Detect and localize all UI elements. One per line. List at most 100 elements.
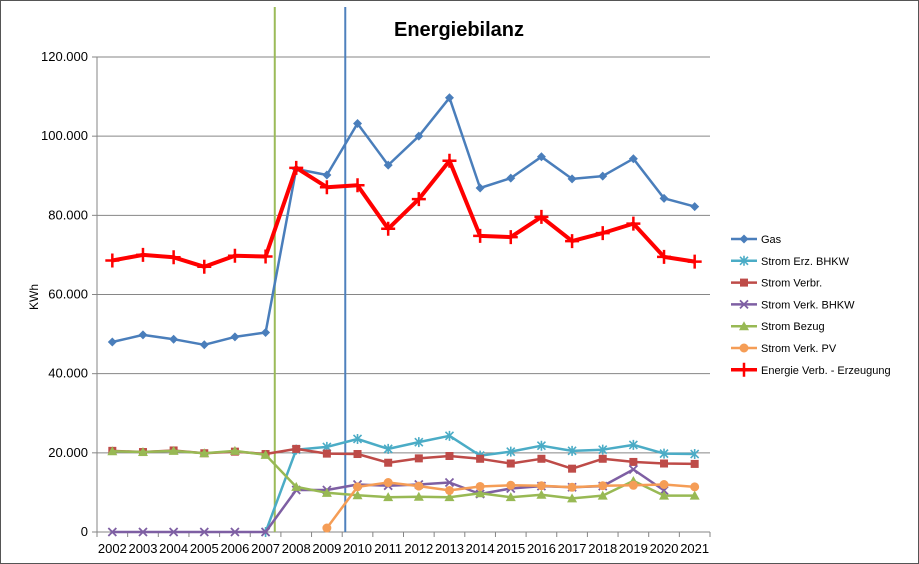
- data-point: [107, 446, 118, 456]
- data-point: [383, 492, 394, 502]
- data-point: [739, 299, 749, 310]
- data-point: [537, 454, 546, 463]
- x-tick-label: 2016: [527, 541, 556, 556]
- data-point: [598, 454, 607, 463]
- x-tick-label: 2009: [312, 541, 341, 556]
- data-point: [626, 216, 641, 231]
- x-tick-label: 2018: [588, 541, 617, 556]
- data-point: [659, 480, 669, 489]
- x-tick-label: 2013: [435, 541, 464, 556]
- series-strom-verk-pv: [322, 478, 700, 533]
- data-point: [659, 448, 669, 459]
- vertical-markers: [273, 7, 347, 532]
- data-point: [138, 527, 148, 537]
- data-point: [105, 253, 120, 268]
- data-point: [506, 480, 516, 490]
- x-tick-label: 2015: [496, 541, 525, 556]
- data-point: [353, 119, 363, 128]
- legend-item: Energie Verb. - Erzeugung: [731, 362, 891, 377]
- data-point: [107, 527, 117, 537]
- series-line: [111, 158, 696, 269]
- data-point: [289, 160, 304, 175]
- data-point: [473, 228, 488, 243]
- data-point: [565, 234, 580, 249]
- legend-item: Strom Bezug: [731, 321, 825, 333]
- data-point: [166, 250, 181, 265]
- y-tick-label: 0: [81, 524, 88, 539]
- data-point: [739, 234, 749, 244]
- data-point: [598, 481, 608, 491]
- data-point: [739, 343, 749, 353]
- series-line: [112, 449, 695, 500]
- data-point: [322, 523, 332, 533]
- data-point: [260, 527, 271, 537]
- data-point: [597, 490, 608, 500]
- data-point: [657, 249, 672, 264]
- data-point: [258, 249, 273, 264]
- data-point: [659, 490, 670, 500]
- data-point: [322, 170, 332, 180]
- series-gas: [107, 93, 700, 350]
- data-point: [383, 478, 393, 488]
- data-point: [199, 527, 209, 537]
- data-point: [536, 489, 547, 499]
- x-tick-label: 2006: [220, 541, 249, 556]
- data-point: [567, 493, 578, 503]
- data-point: [536, 440, 546, 451]
- data-point: [567, 174, 577, 184]
- data-point: [505, 492, 516, 502]
- data-point: [414, 481, 424, 491]
- data-point: [414, 454, 423, 463]
- chart-title: Energiebilanz: [394, 19, 524, 41]
- data-point: [352, 433, 363, 444]
- series-line: [112, 96, 696, 347]
- data-point: [321, 487, 332, 497]
- gridlines: [97, 56, 710, 454]
- data-point: [534, 209, 549, 224]
- data-point: [199, 448, 210, 458]
- data-point: [598, 171, 608, 181]
- data-point: [350, 178, 365, 193]
- data-point: [628, 480, 638, 490]
- data-point: [227, 248, 242, 263]
- data-point: [567, 445, 577, 456]
- x-tick-label: 2011: [374, 541, 402, 556]
- data-point: [414, 437, 424, 448]
- x-tick-label: 2020: [650, 541, 679, 556]
- data-point: [444, 492, 455, 502]
- data-point: [659, 193, 669, 203]
- data-point: [383, 443, 393, 454]
- data-point: [230, 527, 240, 537]
- data-point: [444, 477, 455, 488]
- legend-item: Gas: [731, 234, 782, 246]
- data-point: [442, 153, 457, 168]
- y-axis-ticks: 0 20.000 40.000 60.000 80.000 100.000 120.000: [41, 49, 97, 539]
- data-point: [598, 444, 608, 455]
- data-point: [739, 255, 749, 266]
- legend-label: Strom Bezug: [761, 321, 825, 333]
- x-tick-label: 2017: [558, 541, 587, 556]
- data-point: [503, 230, 518, 245]
- y-axis-label: KWh: [27, 284, 41, 310]
- x-tick-label: 2004: [159, 541, 188, 556]
- data-point: [476, 454, 485, 463]
- legend: Gas Strom Erz. BHKW Strom Verbr. Strom Verk…: [731, 234, 891, 377]
- legend-item: Strom Verk. BHKW: [731, 299, 855, 311]
- data-point: [506, 173, 516, 183]
- x-tick-label: 2019: [619, 541, 648, 556]
- data-point: [475, 481, 485, 491]
- data-point: [138, 330, 148, 340]
- data-point: [229, 445, 240, 455]
- data-point: [260, 449, 271, 459]
- series-group: [105, 93, 702, 537]
- data-point: [506, 446, 516, 457]
- data-point: [444, 485, 454, 495]
- data-point: [628, 439, 638, 450]
- data-point: [168, 445, 179, 455]
- data-point: [689, 490, 700, 500]
- y-tick-label: 120.000: [41, 49, 88, 64]
- data-point: [383, 160, 393, 170]
- legend-item: Strom Verk. PV: [731, 343, 837, 355]
- data-point: [740, 278, 748, 287]
